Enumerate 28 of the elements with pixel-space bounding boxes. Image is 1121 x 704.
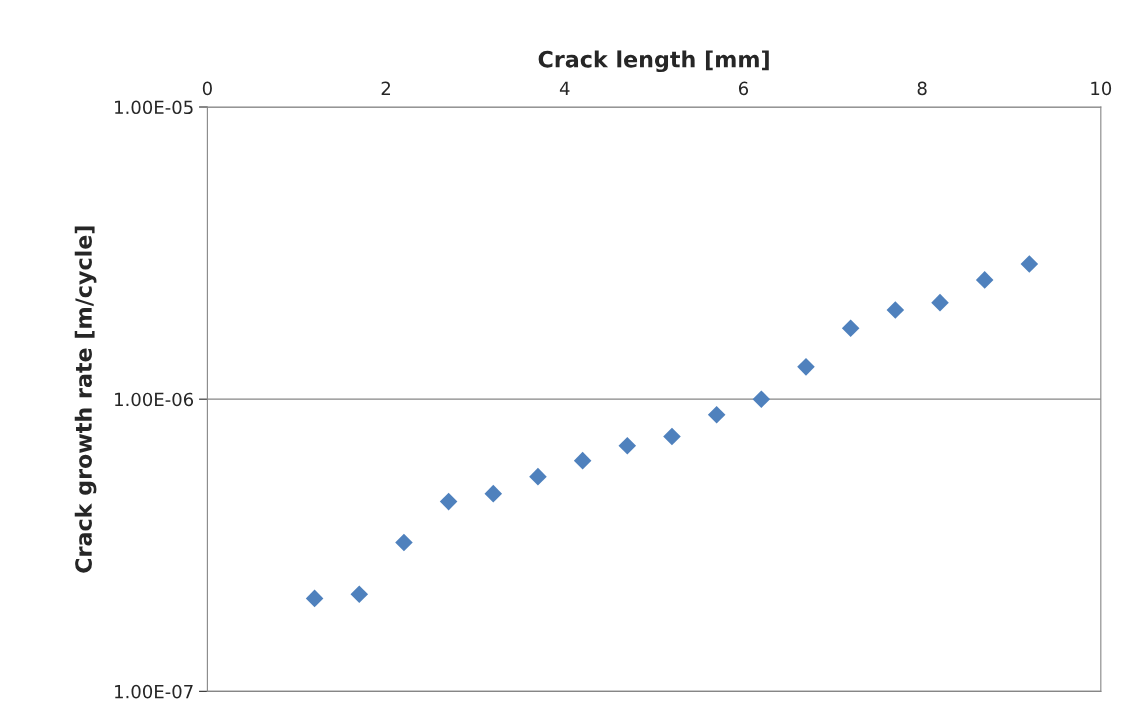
point xyxy=(529,467,547,486)
point xyxy=(305,589,324,608)
point xyxy=(663,427,681,446)
x-tick-label: 10 xyxy=(1091,81,1112,96)
x-axis-title: Crack length [mm] xyxy=(538,50,769,73)
point xyxy=(841,319,860,337)
x-tick-label: 2 xyxy=(381,81,391,95)
point xyxy=(752,390,771,408)
point xyxy=(395,533,413,552)
point xyxy=(573,451,592,470)
point xyxy=(350,585,369,603)
point xyxy=(484,484,503,503)
point xyxy=(886,301,905,319)
x-tick-label: 4 xyxy=(559,81,570,95)
point xyxy=(975,271,994,289)
point xyxy=(439,492,458,511)
point xyxy=(797,358,815,376)
point xyxy=(707,405,726,424)
x-tick-label: 0 xyxy=(202,81,212,96)
point xyxy=(618,436,637,455)
x-tick-label: 8 xyxy=(917,81,927,96)
y-tick-label: 1.00E-06 xyxy=(115,392,194,407)
y-tick-label: 1.00E-07 xyxy=(115,684,193,699)
y-tick-label: 1.00E-05 xyxy=(115,100,193,115)
x-tick-label: 6 xyxy=(738,81,749,96)
y-axis-title: Crack growth rate [m/cycle] xyxy=(74,226,97,573)
point xyxy=(931,293,949,312)
point xyxy=(1020,255,1039,273)
